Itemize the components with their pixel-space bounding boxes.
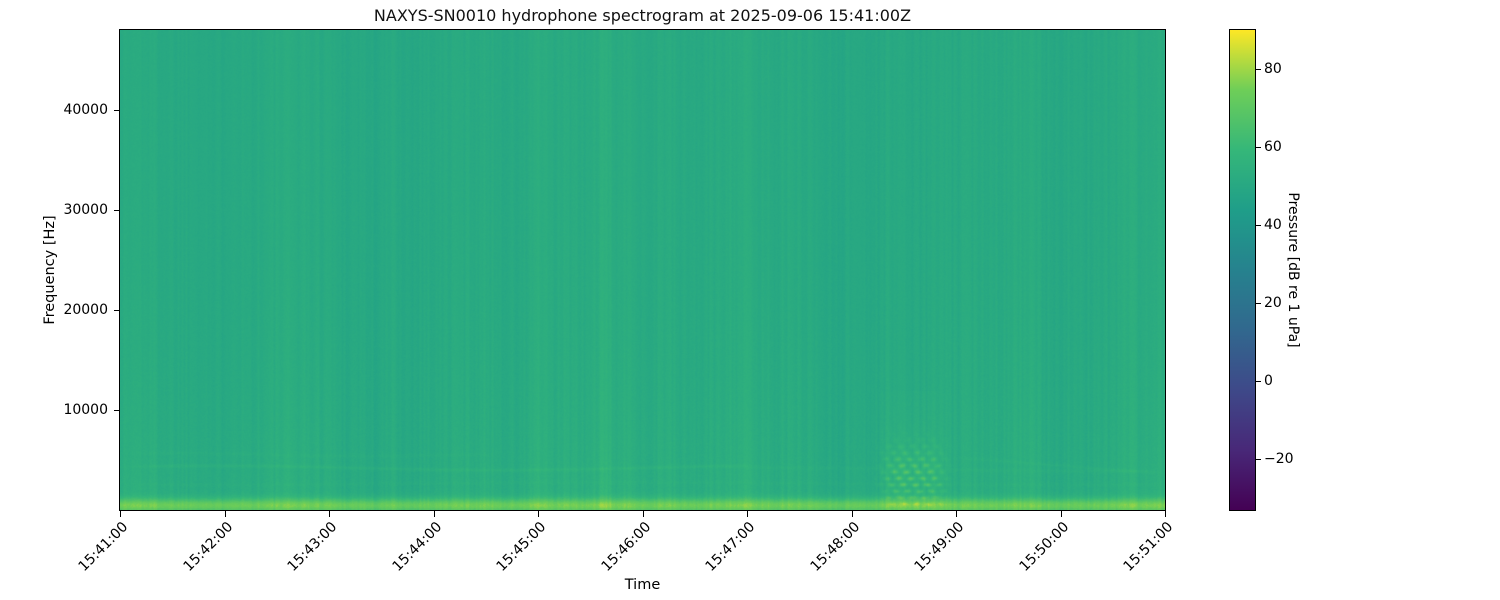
x-tick-mark bbox=[956, 511, 957, 517]
colorbar-tick-label: 20 bbox=[1264, 295, 1282, 312]
x-tick-mark bbox=[538, 511, 539, 517]
colorbar-tick-label: 40 bbox=[1264, 217, 1282, 234]
colorbar-label: Pressure [dB re 1 uPa] bbox=[1285, 192, 1301, 348]
y-tick-mark bbox=[114, 110, 120, 111]
chart-title: NAXYS-SN0010 hydrophone spectrogram at 2… bbox=[373, 6, 912, 25]
x-tick-mark bbox=[642, 511, 644, 517]
y-tick-label: 10000 bbox=[63, 402, 108, 418]
x-axis-label: Time bbox=[624, 577, 661, 593]
y-tick-label: 30000 bbox=[63, 202, 108, 218]
x-tick-mark bbox=[1060, 511, 1062, 517]
x-tick-mark bbox=[433, 511, 435, 517]
spectrogram-canvas bbox=[120, 30, 1165, 510]
y-tick-label: 20000 bbox=[63, 302, 108, 318]
y-tick-mark bbox=[114, 310, 120, 311]
x-tick-mark bbox=[120, 511, 121, 517]
x-tick-mark bbox=[329, 511, 330, 517]
y-tick-mark bbox=[114, 210, 120, 211]
x-tick-label: 15:41:00 bbox=[75, 519, 132, 575]
x-tick-mark bbox=[224, 511, 226, 517]
colorbar-tick-mark bbox=[1256, 225, 1261, 227]
colorbar-tick-label: −20 bbox=[1264, 451, 1294, 468]
colorbar-tick-mark bbox=[1256, 459, 1261, 461]
colorbar-tick-label: 60 bbox=[1264, 139, 1282, 156]
x-tick-mark bbox=[851, 511, 853, 517]
x-tick-mark bbox=[747, 511, 748, 517]
x-tick-label: 15:51:00 bbox=[1120, 519, 1177, 575]
x-tick-label: 15:48:00 bbox=[807, 519, 863, 575]
y-tick-label: 40000 bbox=[63, 102, 108, 118]
x-tick-label: 15:44:00 bbox=[389, 519, 445, 575]
plot-area bbox=[119, 29, 1166, 511]
x-tick-label: 15:50:00 bbox=[1016, 519, 1072, 575]
colorbar-tick-mark bbox=[1256, 69, 1261, 71]
x-tick-label: 15:45:00 bbox=[493, 519, 550, 575]
colorbar bbox=[1229, 29, 1256, 511]
y-tick-mark bbox=[114, 410, 120, 411]
colorbar-tick-label: 80 bbox=[1264, 61, 1282, 78]
x-tick-label: 15:43:00 bbox=[284, 519, 341, 575]
x-tick-label: 15:46:00 bbox=[598, 519, 654, 575]
x-tick-label: 15:42:00 bbox=[180, 519, 236, 575]
x-tick-label: 15:47:00 bbox=[702, 519, 759, 575]
x-tick-label: 15:49:00 bbox=[911, 519, 968, 575]
colorbar-tick-label: 0 bbox=[1264, 373, 1273, 390]
colorbar-tick-mark bbox=[1256, 303, 1261, 305]
colorbar-tick-mark bbox=[1256, 147, 1261, 149]
x-tick-mark bbox=[1165, 511, 1166, 517]
colorbar-tick-mark bbox=[1256, 381, 1261, 383]
